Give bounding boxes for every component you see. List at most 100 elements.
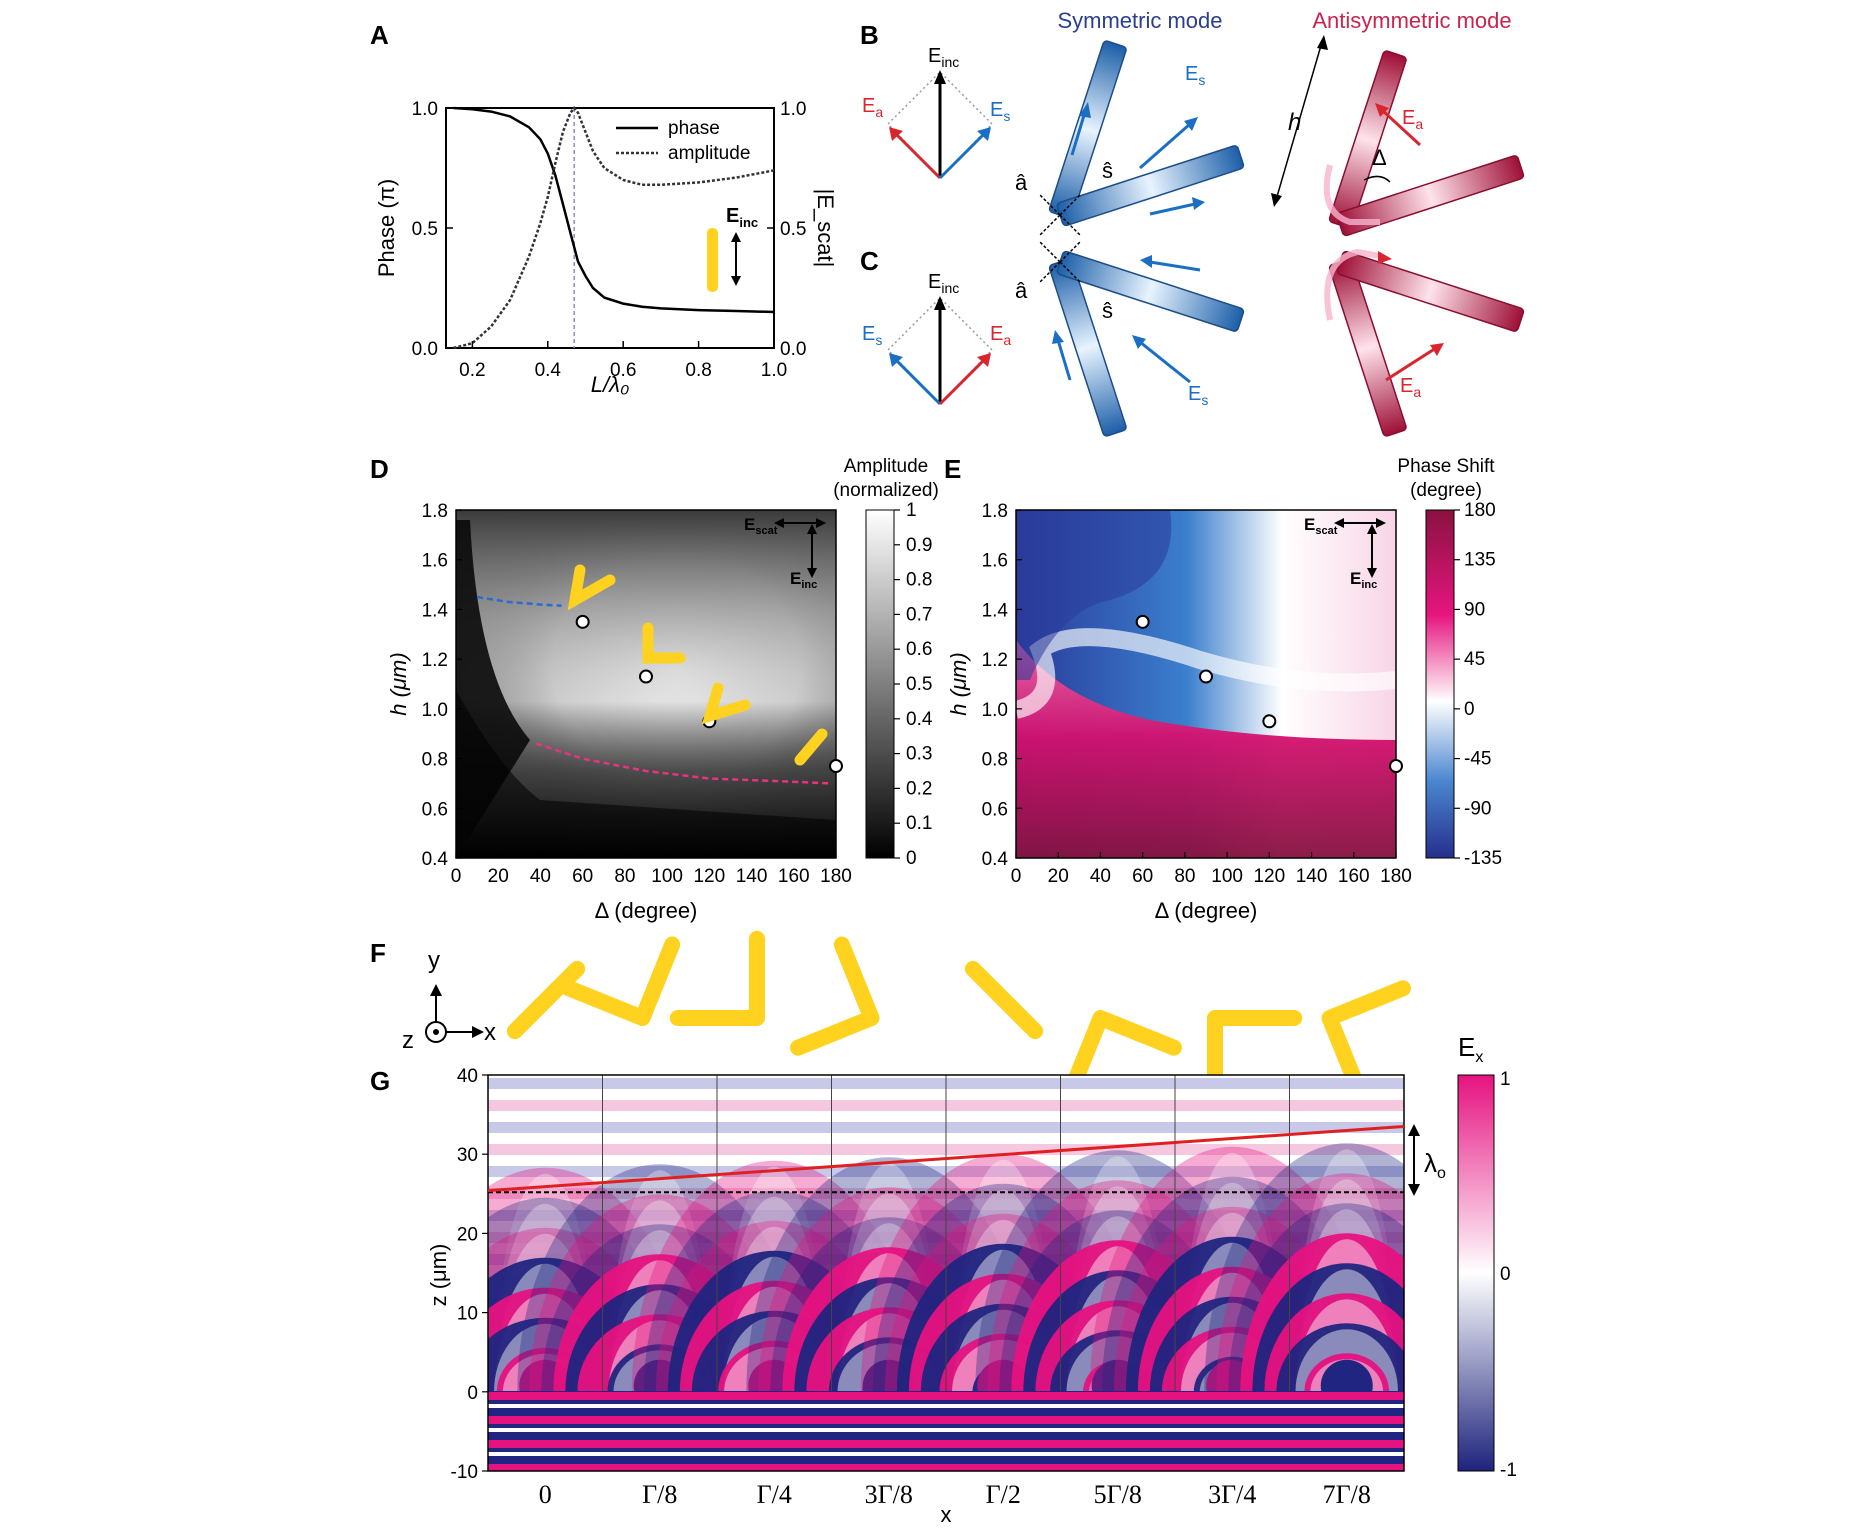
legend-amplitude: amplitude — [668, 143, 750, 164]
panel-f-antennas — [506, 930, 1411, 1106]
c-einc-label: Einc — [928, 271, 959, 296]
e-cb-tick-label: 90 — [1464, 599, 1485, 620]
d-data-point — [639, 669, 653, 684]
d-xtick-label: 0 — [451, 866, 462, 887]
e-xtick-label: 100 — [1211, 866, 1243, 887]
g-cb-tick-zero: 0 — [1500, 1264, 1511, 1285]
c-es-head — [889, 353, 903, 367]
b-es-head — [977, 127, 991, 141]
f-antenna — [790, 936, 880, 1056]
e-einc-label: Einc — [1350, 569, 1377, 591]
d-xtick-label: 120 — [693, 866, 725, 887]
g-xtick-label: 3Γ/4 — [1208, 1480, 1256, 1509]
e-xtick-label: 160 — [1338, 866, 1370, 887]
g-colorbar — [1457, 1074, 1495, 1472]
symmetric-mode-title: Symmetric mode — [1057, 8, 1222, 33]
d-ytick-label: 0.6 — [422, 799, 448, 820]
panel-c-vectors: Einc Es Ea — [862, 271, 1011, 406]
e-data-point — [1389, 759, 1403, 774]
panel-d-ylabel: h (μm) — [386, 652, 411, 715]
e-colorbar-title-1: Phase Shift — [1397, 456, 1495, 477]
panel-a-chart: 0.2 0.4 0.6 0.8 1.0 0.00.51.00.00.51.0 phase… — [374, 99, 838, 397]
b-ea-vector — [892, 130, 942, 180]
e-xtick-label: 140 — [1296, 866, 1328, 887]
panel-letter-d: D — [370, 454, 389, 484]
panel-e-frame — [1015, 509, 1397, 859]
axis-y-label: y — [428, 947, 440, 974]
b-es-vector — [938, 130, 988, 180]
panel-f-axes: y x z — [402, 947, 496, 1054]
delta-label: Δ — [1372, 145, 1387, 170]
a-ytick-right-label: 0.5 — [780, 219, 806, 240]
d-ytick-label: 0.4 — [422, 849, 449, 870]
g-ytick-label: 40 — [457, 1066, 478, 1087]
antisymmetric-mode-title: Antisymmetric mode — [1312, 8, 1511, 33]
d-cb-tick-label: 0.8 — [906, 570, 932, 591]
a-ytick-right-label: 1.0 — [780, 99, 806, 120]
a-xtick-label: 0.4 — [535, 360, 562, 381]
panel-e-xticks: 0 20 40 60 80 100 120 140 160 180 — [1011, 852, 1412, 887]
e-ytick-label: 1.8 — [982, 501, 1008, 522]
b-es-label: Es — [990, 99, 1010, 124]
d-cb-tick-label: 1 — [906, 500, 917, 521]
antisymmetric-antenna-b: Ea h Δ — [1271, 35, 1525, 237]
amplitude-curve — [453, 105, 775, 350]
c-ea-head — [977, 353, 991, 367]
g-ytick-label: 0 — [467, 1383, 478, 1404]
d-colorbar — [865, 509, 895, 859]
e-ytick-label: 0.8 — [982, 750, 1008, 771]
d-ytick-label: 1.2 — [422, 650, 448, 671]
panel-letter-a: A — [370, 20, 389, 50]
d-cb-tick-label: 0.2 — [906, 778, 932, 799]
panel-e-heatmap: 0 20 40 60 80 100 120 140 160 180 0.4 0.6 0.8 1.0 1.2… — [946, 456, 1502, 923]
d-ytick-label: 0.8 — [422, 750, 448, 771]
blue-dashed-curve — [476, 595, 562, 607]
c-ea-label: Ea — [990, 323, 1011, 348]
axis-x-label: x — [484, 1019, 496, 1046]
f-antenna — [1207, 1010, 1303, 1106]
d-ytick-label: 1.0 — [422, 700, 448, 721]
d-cb-tick-label: 0 — [906, 848, 917, 869]
panel-letter-e: E — [944, 454, 961, 484]
d-einc-label: Einc — [790, 569, 817, 591]
a-xtick-label: 0.8 — [685, 360, 711, 381]
e-xtick-label: 20 — [1048, 866, 1069, 887]
c-ea-vector — [938, 356, 988, 406]
panel-d-heatmap: 0 20 40 60 80 100 120 140 160 180 0.4 0.6 0.8 1.0 1.2… — [386, 456, 939, 923]
panel-d-xticks: 0 20 40 60 80 100 120 140 160 180 — [451, 852, 852, 887]
symmetric-antenna-c: Es â ŝ — [1015, 241, 1245, 437]
d-cb-tick-label: 0.7 — [906, 604, 932, 625]
d-xtick-label: 20 — [488, 866, 509, 887]
e-ytick-label: 0.4 — [982, 849, 1009, 870]
e-cb-tick-label: 45 — [1464, 649, 1485, 670]
a-ytick-label: 0.5 — [412, 219, 438, 240]
panel-d-frame — [455, 509, 837, 859]
inset-arrow-up — [731, 232, 741, 242]
c-einc-head — [934, 296, 946, 310]
g-cb-tick-min: -1 — [1500, 1460, 1517, 1481]
g-colorbar-title: Ex — [1458, 1032, 1483, 1066]
d-data-point — [829, 759, 843, 774]
d-ytick-label: 1.8 — [422, 501, 448, 522]
lambda-label: λo — [1424, 1148, 1446, 1182]
d-xtick-label: 180 — [820, 866, 852, 887]
e-cb-tick-label: -90 — [1464, 798, 1491, 819]
b-a-hat: â — [1015, 170, 1028, 195]
e-xtick-label: 120 — [1253, 866, 1285, 887]
e-cb-tick-label: -45 — [1464, 749, 1491, 770]
panel-a-ylabel: Phase (π) — [374, 179, 399, 277]
f-antenna — [1321, 980, 1411, 1100]
e-data-point — [1135, 614, 1150, 629]
g-ytick-label: 30 — [457, 1145, 478, 1166]
panel-d-xlabel: Δ (degree) — [595, 898, 698, 923]
g-ytick-label: -10 — [451, 1462, 478, 1483]
panel-letter-b: B — [860, 20, 879, 50]
d-cb-tick-label: 0.6 — [906, 639, 932, 660]
a-xtick-label: 0.6 — [610, 360, 636, 381]
a-ytick-label: 0.0 — [412, 339, 438, 360]
d-xtick-label: 160 — [778, 866, 810, 887]
f-antenna — [561, 936, 681, 1026]
e-cb-tick-label: 180 — [1464, 500, 1496, 521]
f-antenna — [1062, 1010, 1182, 1100]
panel-a-xlabel: L/λ₀ — [591, 372, 629, 397]
